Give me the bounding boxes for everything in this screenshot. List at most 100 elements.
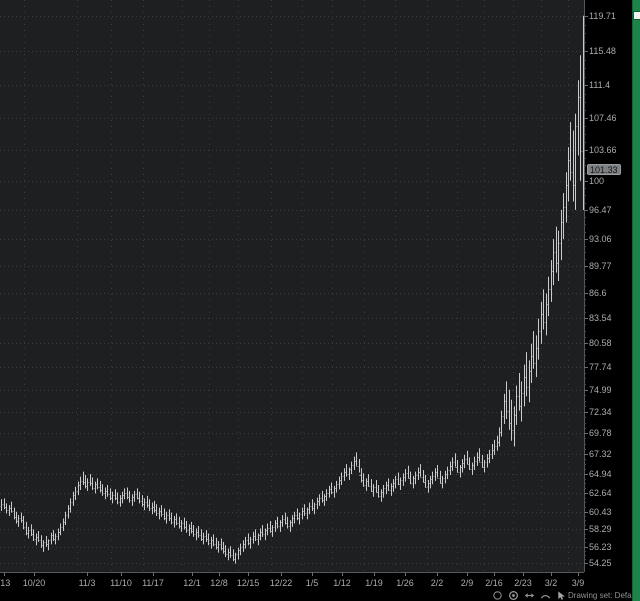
side-panel-edge: [632, 0, 633, 601]
price-tick-label: 111.4: [589, 80, 611, 90]
price-minor-tick: [584, 479, 586, 480]
price-minor-tick: [584, 134, 586, 135]
price-minor-tick: [584, 498, 586, 499]
price-minor-tick: [584, 459, 586, 460]
price-minor-tick: [584, 173, 586, 174]
price-minor-tick: [584, 551, 586, 552]
date-tick-label: 1/26: [396, 578, 414, 588]
price-minor-tick: [584, 102, 586, 103]
price-minor-tick: [584, 252, 586, 253]
crosshair-icon[interactable]: [492, 590, 503, 601]
price-minor-tick: [584, 77, 586, 78]
date-tick-label: 1/19: [365, 578, 383, 588]
date-tick-label: 12/15: [236, 578, 260, 588]
price-axis[interactable]: 119.71 115.48 111.4 107.46 103.66 100 96.47 93.…: [584, 0, 632, 572]
price-minor-tick: [584, 428, 586, 429]
price-minor-tick: [584, 217, 586, 218]
price-minor-tick: [584, 286, 586, 287]
date-tick-label: 3/2: [544, 578, 558, 588]
price-tick-label: 74.99: [589, 385, 612, 395]
price-minor-tick: [584, 60, 586, 61]
date-tick: [405, 572, 406, 576]
price-minor-tick: [584, 378, 586, 379]
price-minor-tick: [584, 507, 586, 508]
price-minor-tick: [584, 331, 586, 332]
price-tick: [584, 210, 588, 211]
price-tick-label: 54.25: [589, 558, 612, 568]
side-panel-swatch[interactable]: [633, 11, 640, 20]
date-tick: [219, 572, 220, 576]
price-tick-label: 64.94: [589, 469, 612, 479]
price-tick: [584, 85, 588, 86]
price-tick: [584, 16, 588, 17]
side-panel[interactable]: thi: [632, 0, 640, 601]
price-minor-tick: [584, 273, 586, 274]
chart-plot-area[interactable]: [0, 0, 584, 572]
drawing-set-label: Drawing set: Default: [568, 591, 632, 600]
magnifier-icon[interactable]: [508, 590, 519, 601]
arrows-horizontal-icon[interactable]: [524, 590, 535, 601]
date-tick-label: 12/8: [210, 578, 228, 588]
date-axis[interactable]: /13 10/20 11/3 11/10 11/17 12/1 12/8 12/15 12/22…: [0, 572, 584, 590]
price-minor-tick: [584, 224, 586, 225]
price-minor-tick: [584, 355, 586, 356]
price-tick: [584, 529, 588, 530]
date-tick: [248, 572, 249, 576]
price-tick-label: 72.34: [589, 407, 612, 417]
date-tick: [374, 572, 375, 576]
price-minor-tick: [584, 42, 586, 43]
price-minor-tick: [584, 25, 586, 26]
price-tick: [584, 51, 588, 52]
drawing-toolbar[interactable]: [492, 590, 567, 601]
price-tick-label: 69.78: [589, 428, 612, 438]
date-tick-label: 2/9: [460, 578, 474, 588]
price-minor-tick: [584, 502, 586, 503]
cursor-arrow-icon[interactable]: [556, 590, 567, 601]
date-tick: [192, 572, 193, 576]
price-minor-tick: [584, 188, 586, 189]
price-minor-tick: [584, 384, 586, 385]
price-minor-tick: [584, 542, 586, 543]
price-tick: [584, 563, 588, 564]
price-minor-tick: [584, 279, 586, 280]
price-minor-tick: [584, 401, 586, 402]
price-minor-tick: [584, 406, 586, 407]
date-tick-label: 2/2: [430, 578, 444, 588]
price-tick-label: 93.06: [589, 234, 612, 244]
price-tick-label: 83.54: [589, 313, 612, 323]
price-minor-tick: [584, 520, 586, 521]
price-minor-tick: [584, 259, 586, 260]
price-minor-tick: [584, 165, 586, 166]
price-tick: [584, 150, 588, 151]
date-tick: [342, 572, 343, 576]
price-tick-label: 60.43: [589, 507, 612, 517]
price-tick-label: 80.58: [589, 338, 612, 348]
date-axis-spine: [0, 572, 584, 573]
price-minor-tick: [584, 203, 586, 204]
date-tick: [281, 572, 282, 576]
price-minor-tick: [584, 559, 586, 560]
date-tick: [467, 572, 468, 576]
price-tick-label: 56.23: [589, 542, 612, 552]
price-tick-label: 58.29: [589, 524, 612, 534]
date-tick-label: 3/9: [571, 578, 585, 588]
price-tick: [584, 318, 588, 319]
price-tick: [584, 512, 588, 513]
price-minor-tick: [584, 373, 586, 374]
price-minor-tick: [584, 324, 586, 325]
date-tick: [494, 572, 495, 576]
date-tick-label: 1/5: [305, 578, 319, 588]
price-tick-label: 62.64: [589, 488, 612, 498]
price-minor-tick: [584, 195, 586, 196]
arc-icon[interactable]: [540, 590, 551, 601]
date-tick-label: 11/3: [78, 578, 96, 588]
price-minor-tick: [584, 464, 586, 465]
date-tick-label: 11/17: [142, 578, 164, 588]
price-minor-tick: [584, 538, 586, 539]
price-minor-tick: [584, 126, 586, 127]
date-tick: [551, 572, 552, 576]
date-tick: [121, 572, 122, 576]
price-tick: [584, 181, 588, 182]
price-minor-tick: [584, 395, 586, 396]
price-minor-tick: [584, 110, 586, 111]
